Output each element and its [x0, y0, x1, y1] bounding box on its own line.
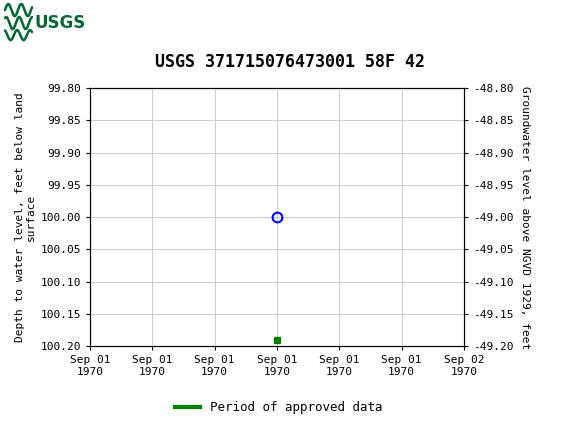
Text: USGS: USGS	[35, 14, 86, 32]
Y-axis label: Groundwater level above NGVD 1929, feet: Groundwater level above NGVD 1929, feet	[520, 86, 531, 349]
Legend: Period of approved data: Period of approved data	[169, 396, 387, 419]
Bar	[3, 2, 71, 43]
Y-axis label: Depth to water level, feet below land
surface: Depth to water level, feet below land su…	[14, 92, 36, 342]
Text: USGS 371715076473001 58F 42: USGS 371715076473001 58F 42	[155, 53, 425, 71]
